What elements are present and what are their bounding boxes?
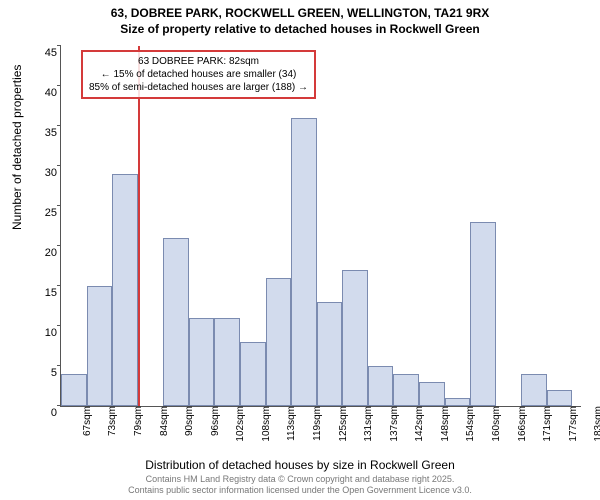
y-tick-label: 10 (32, 327, 61, 339)
x-tick-label: 90sqm (180, 406, 195, 436)
chart-footer: Contains HM Land Registry data © Crown c… (0, 474, 600, 496)
annotation-box: 63 DOBREE PARK: 82sqm← 15% of detached h… (81, 50, 316, 99)
x-tick-label: 79sqm (129, 406, 144, 436)
y-tick-mark (57, 125, 61, 126)
x-tick-label: 96sqm (206, 406, 221, 436)
y-tick-label: 25 (32, 207, 61, 219)
x-tick-label: 142sqm (410, 406, 425, 442)
x-tick-label: 131sqm (359, 406, 374, 442)
histogram-bar (470, 222, 496, 406)
histogram-bar (163, 238, 189, 406)
histogram-bar (368, 366, 394, 406)
histogram-bar (445, 398, 471, 406)
y-tick-label: 45 (32, 47, 61, 59)
y-tick-label: 15 (32, 287, 61, 299)
y-tick-label: 5 (32, 367, 61, 379)
y-tick-mark (57, 205, 61, 206)
histogram-bar (266, 278, 292, 406)
annotation-line-3: 85% of semi-detached houses are larger (… (89, 81, 308, 94)
y-tick-mark (57, 365, 61, 366)
histogram-bar (342, 270, 368, 406)
x-tick-label: 148sqm (436, 406, 451, 442)
y-tick-label: 40 (32, 87, 61, 99)
y-tick-label: 20 (32, 247, 61, 259)
y-tick-label: 30 (32, 167, 61, 179)
x-tick-label: 102sqm (231, 406, 246, 442)
chart-container: 63, DOBREE PARK, ROCKWELL GREEN, WELLING… (0, 0, 600, 500)
annotation-line-1: 63 DOBREE PARK: 82sqm (89, 55, 308, 68)
histogram-bar (87, 286, 113, 406)
histogram-bar (547, 390, 573, 406)
y-tick-mark (57, 245, 61, 246)
y-axis-label: Number of detached properties (10, 65, 24, 230)
x-tick-label: 183sqm (589, 406, 600, 442)
footer-line-2: Contains public sector information licen… (0, 485, 600, 496)
x-tick-label: 177sqm (564, 406, 579, 442)
histogram-bar (419, 382, 445, 406)
title-line-2: Size of property relative to detached ho… (0, 22, 600, 38)
x-tick-label: 137sqm (385, 406, 400, 442)
y-tick-mark (57, 325, 61, 326)
y-tick-mark (57, 165, 61, 166)
x-tick-label: 119sqm (308, 406, 323, 441)
x-tick-label: 84sqm (155, 406, 170, 436)
histogram-bar (317, 302, 343, 406)
x-axis-label: Distribution of detached houses by size … (0, 458, 600, 472)
x-tick-label: 160sqm (487, 406, 502, 442)
histogram-bar (61, 374, 87, 406)
x-tick-label: 73sqm (103, 406, 118, 436)
plot-area: 05101520253035404567sqm73sqm79sqm84sqm90… (60, 46, 581, 407)
histogram-bar (214, 318, 240, 406)
histogram-bar (112, 174, 138, 406)
y-tick-mark (57, 85, 61, 86)
title-line-1: 63, DOBREE PARK, ROCKWELL GREEN, WELLING… (0, 6, 600, 22)
x-tick-label: 67sqm (78, 406, 93, 436)
x-tick-label: 166sqm (513, 406, 528, 442)
footer-line-1: Contains HM Land Registry data © Crown c… (0, 474, 600, 485)
annotation-line-2: ← 15% of detached houses are smaller (34… (89, 68, 308, 81)
y-tick-mark (57, 285, 61, 286)
histogram-bar (393, 374, 419, 406)
x-tick-label: 154sqm (461, 406, 476, 442)
y-tick-label: 0 (32, 407, 61, 419)
y-tick-label: 35 (32, 127, 61, 139)
y-tick-mark (57, 45, 61, 46)
x-tick-label: 113sqm (282, 406, 297, 441)
histogram-bar (189, 318, 215, 406)
x-tick-label: 171sqm (538, 406, 553, 442)
histogram-bar (240, 342, 266, 406)
chart-title: 63, DOBREE PARK, ROCKWELL GREEN, WELLING… (0, 0, 600, 37)
histogram-bar (521, 374, 547, 406)
x-tick-label: 108sqm (257, 406, 272, 442)
x-tick-label: 125sqm (334, 406, 349, 442)
histogram-bar (291, 118, 317, 406)
highlight-line (138, 46, 140, 406)
